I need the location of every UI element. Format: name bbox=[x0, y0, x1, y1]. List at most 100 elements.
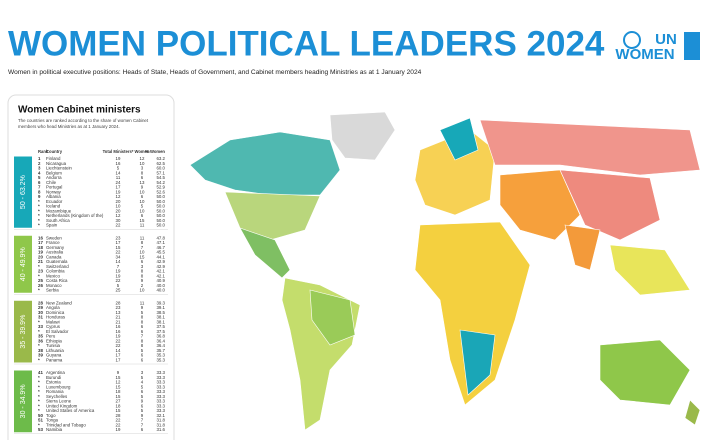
table-cell: Guatemala bbox=[46, 259, 68, 264]
table-cell: 6 bbox=[141, 389, 144, 394]
table-cell: 31 bbox=[38, 315, 43, 320]
table-cell: 28 bbox=[116, 300, 121, 305]
table-cell: 16 bbox=[38, 235, 43, 240]
southeast-asia bbox=[609, 244, 691, 296]
table-cell: 33.3 bbox=[156, 389, 165, 394]
table-cell: 8 bbox=[141, 240, 144, 245]
table-cell: 35 bbox=[38, 334, 43, 339]
table-cell: 33 bbox=[38, 324, 43, 329]
table-cell: 8 bbox=[141, 170, 144, 175]
table-cell: 22 bbox=[116, 250, 121, 255]
table-cell: 8 bbox=[141, 315, 144, 320]
table-cell: Malawi bbox=[46, 319, 60, 324]
group-label: 35 - 39.9% bbox=[20, 315, 27, 349]
table-cell: 36.8 bbox=[156, 334, 165, 339]
table-cell: 36.4 bbox=[156, 343, 165, 348]
table-cell: Canada bbox=[46, 254, 62, 259]
table-cell: 4 bbox=[141, 380, 144, 385]
table-cell: Australia bbox=[46, 250, 64, 255]
table-cell: 23 bbox=[116, 235, 121, 240]
table-cell: 31.6 bbox=[156, 427, 165, 432]
table-cell: 7 bbox=[141, 418, 144, 423]
table-cell: 19 bbox=[116, 427, 121, 432]
table-cell: Liechtenstein bbox=[46, 166, 72, 171]
table-cell: * bbox=[38, 357, 40, 362]
table-cell: 14 bbox=[116, 348, 121, 353]
table-cell: 8 bbox=[38, 189, 41, 194]
table-cell: 34 bbox=[116, 254, 121, 259]
table-cell: 42.9 bbox=[156, 259, 165, 264]
table-cell: South Africa bbox=[46, 218, 70, 223]
table-cell: * bbox=[38, 288, 40, 293]
table-cell: 36.4 bbox=[156, 338, 165, 343]
table-cell: 14 bbox=[116, 170, 121, 175]
africa bbox=[414, 221, 531, 406]
table-cell: 30 bbox=[38, 310, 43, 315]
table-cell: 28 bbox=[116, 413, 121, 418]
table-cell: 52.9 bbox=[156, 185, 165, 190]
group-bar bbox=[14, 300, 32, 363]
world-map bbox=[189, 111, 701, 431]
table-cell: 10 bbox=[140, 250, 145, 255]
table-cell: Iceland bbox=[46, 204, 61, 209]
china bbox=[559, 169, 661, 241]
table-cell: 33.3 bbox=[156, 380, 165, 385]
table-cell: 16 bbox=[116, 329, 121, 334]
southern-africa bbox=[459, 329, 496, 396]
table-cell: Finland bbox=[46, 156, 61, 161]
table-cell: Lithuania bbox=[46, 348, 64, 353]
table-cell: 5 bbox=[117, 166, 120, 171]
table-cell: Seychelles bbox=[46, 394, 68, 399]
table-cell: 32.1 bbox=[156, 413, 165, 418]
table-cell: 7 bbox=[38, 185, 41, 190]
table-cell: 10 bbox=[140, 208, 145, 213]
brazil bbox=[309, 289, 356, 346]
table-cell: 8 bbox=[141, 273, 144, 278]
table-cell: Switzerland bbox=[46, 264, 69, 269]
table-cell: 25 bbox=[116, 288, 121, 293]
table-cell: 19 bbox=[116, 269, 121, 274]
table-cell: 22 bbox=[116, 223, 121, 228]
table-cell: 3 bbox=[38, 166, 41, 171]
table-cell: 20 bbox=[116, 199, 121, 204]
group-label: 30 - 34.9% bbox=[20, 384, 27, 418]
table-cell: 11 bbox=[116, 175, 121, 180]
table-cell: 19 bbox=[38, 250, 43, 255]
table-cell: 6 bbox=[141, 427, 144, 432]
table-cell: 9 bbox=[141, 305, 144, 310]
column-header: Rank bbox=[38, 149, 49, 154]
table-cell: 6 bbox=[141, 353, 144, 358]
table-cell: 3 bbox=[141, 370, 144, 375]
table-cell: 50.0 bbox=[156, 208, 165, 213]
table-cell: 17 bbox=[116, 240, 121, 245]
table-cell: 47.8 bbox=[156, 235, 165, 240]
table-cell: * bbox=[38, 213, 40, 218]
table-cell: * bbox=[38, 319, 40, 324]
table-cell: Tunisia bbox=[46, 343, 61, 348]
logo-bottom: WOMEN bbox=[615, 46, 674, 63]
table-cell: 54.5 bbox=[156, 175, 165, 180]
table-cell: * bbox=[38, 343, 40, 348]
table-cell: Serbia bbox=[46, 288, 59, 293]
table-cell: 40.0 bbox=[156, 288, 165, 293]
column-header: % Women bbox=[145, 149, 165, 154]
table-cell: * bbox=[38, 273, 40, 278]
table-cell: 19 bbox=[116, 334, 121, 339]
table-cell: 1 bbox=[38, 156, 41, 161]
table-cell: 11 bbox=[140, 223, 145, 228]
table-cell: 21 bbox=[116, 319, 121, 324]
table-cell: 10 bbox=[140, 161, 145, 166]
table-cell: United States of America bbox=[46, 408, 95, 413]
table-cell: Guyana bbox=[46, 353, 62, 358]
table-cell: 39 bbox=[38, 353, 43, 358]
table-cell: 35.3 bbox=[156, 353, 165, 358]
table-cell: 38 bbox=[38, 348, 43, 353]
table-cell: 16 bbox=[116, 324, 121, 329]
table-cell: 19 bbox=[116, 189, 121, 194]
logo-top: UN bbox=[655, 31, 677, 48]
table-cell: 44.1 bbox=[156, 254, 165, 259]
table-cell: Dominica bbox=[46, 310, 65, 315]
nordics bbox=[439, 117, 479, 161]
table-cell: 7 bbox=[141, 422, 144, 427]
table-cell: Spain bbox=[46, 223, 58, 228]
